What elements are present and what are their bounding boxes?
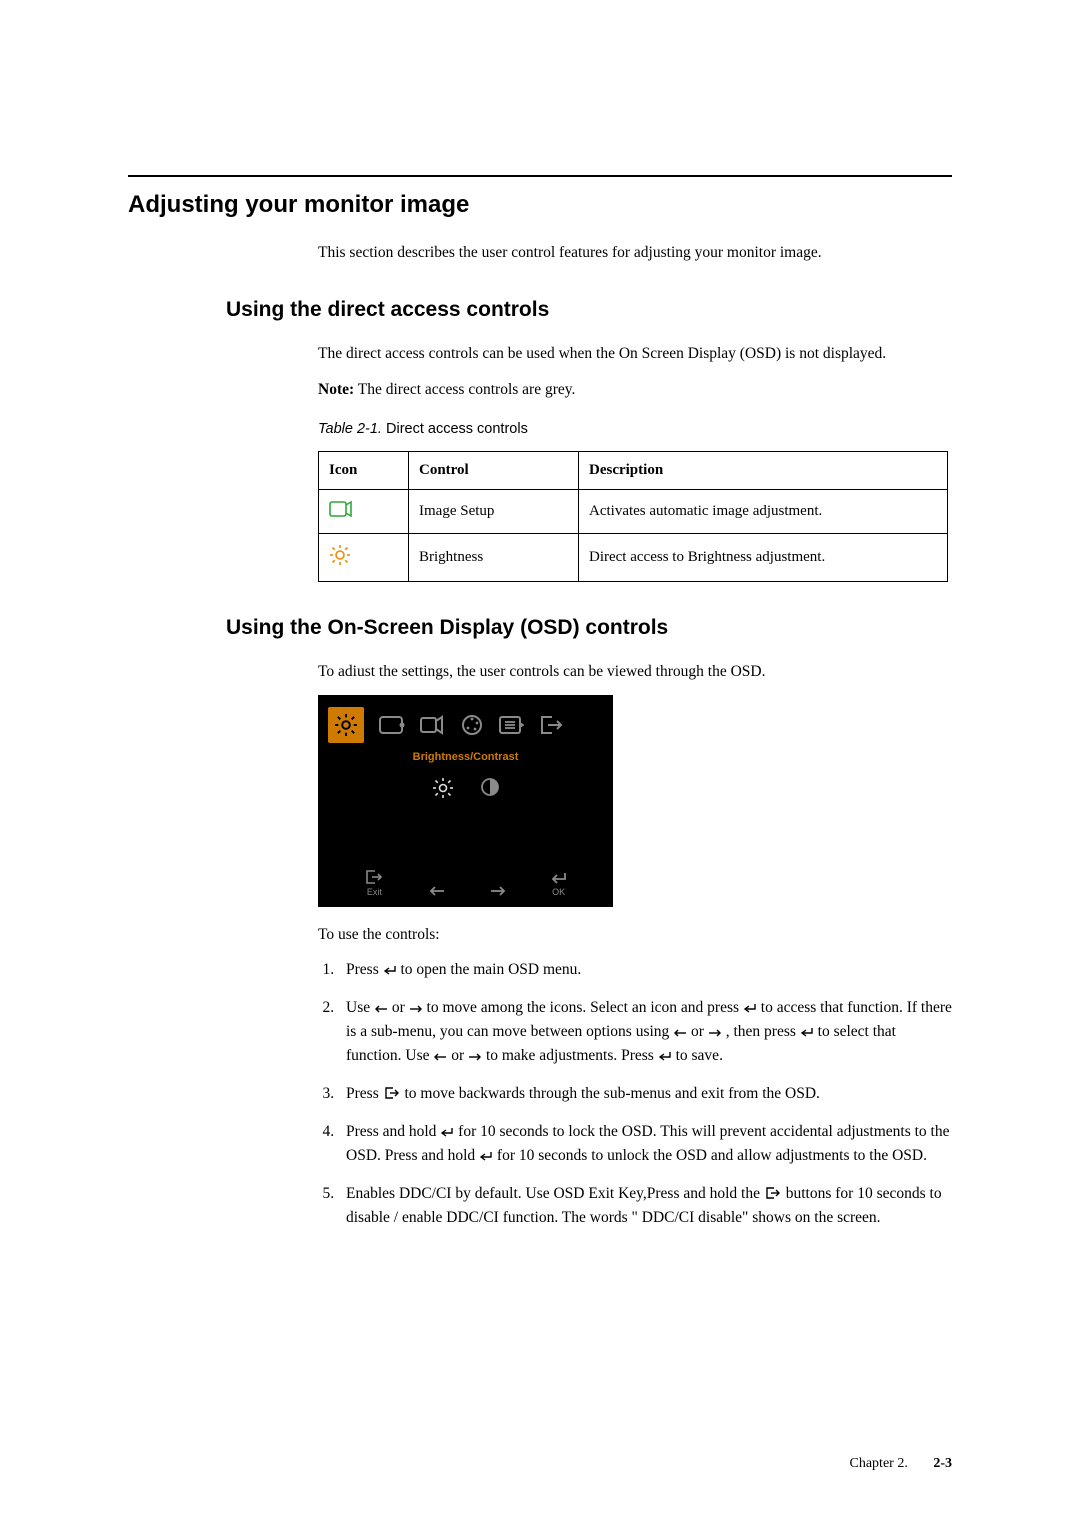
table-header-row: Icon Control Description: [319, 451, 948, 489]
exit-icon: [764, 1186, 782, 1200]
s2j: to save.: [672, 1047, 723, 1064]
td-desc: Activates automatic image adjustment.: [579, 489, 948, 533]
contrast-icon: [480, 777, 500, 797]
s2f: , then press: [722, 1023, 800, 1040]
osd-mid-icons: [318, 777, 613, 799]
step-3: Press to move backwards through the sub-…: [338, 1082, 952, 1106]
subsection-direct: Using the direct access controls: [226, 298, 952, 322]
th-description: Description: [579, 451, 948, 489]
arrow-right-icon: [468, 1052, 482, 1062]
icon-brightness: [319, 533, 409, 581]
direct-note: Note: The direct access controls are gre…: [318, 378, 952, 401]
caption-italic: Table 2-1.: [318, 421, 382, 437]
arrow-right-icon: [490, 885, 506, 897]
brightness-icon: [334, 713, 358, 737]
osd-ok: OK: [551, 871, 567, 897]
s3a: Press: [346, 1085, 383, 1102]
s5a: Enables DDC/CI by default. Use OSD Exit …: [346, 1185, 764, 1202]
osd-intro: To adiust the settings, the user control…: [318, 660, 952, 683]
footer-page: 2-3: [933, 1456, 952, 1471]
exit-icon: [538, 714, 564, 736]
s4a: Press and hold: [346, 1123, 440, 1140]
s2h: or: [447, 1047, 468, 1064]
note-text: The direct access controls are grey.: [354, 381, 575, 398]
s1b: to open the main OSD menu.: [397, 961, 582, 978]
enter-icon: [383, 964, 397, 976]
s2i: to make adjustments. Press: [482, 1047, 658, 1064]
th-icon: Icon: [319, 451, 409, 489]
s2a: Use: [346, 999, 374, 1016]
table-row: Brightness Direct access to Brightness a…: [319, 533, 948, 581]
icon-image-setup: [319, 489, 409, 533]
step-4: Press and hold for 10 seconds to lock th…: [338, 1120, 952, 1168]
section-title: Adjusting your monitor image: [128, 191, 952, 219]
caption-rest: Direct access controls: [382, 421, 528, 437]
arrow-left-icon: [429, 885, 445, 897]
steps-intro: To use the controls:: [318, 923, 952, 946]
options-icon: [498, 714, 524, 736]
intro-text: This section describes the user control …: [318, 241, 952, 264]
brightness-icon: [432, 777, 454, 799]
color-icon: [460, 713, 484, 737]
td-control: Image Setup: [409, 489, 579, 533]
td-control: Brightness: [409, 533, 579, 581]
step-2: Use or to move among the icons. Select a…: [338, 996, 952, 1068]
s4c: for 10 seconds to unlock the OSD and all…: [493, 1147, 927, 1164]
table-caption: Table 2-1. Direct access controls: [318, 421, 952, 437]
enter-icon: [440, 1126, 454, 1138]
enter-icon: [658, 1050, 672, 1062]
exit-icon: [383, 1086, 401, 1100]
enter-icon: [551, 871, 567, 885]
arrow-left-icon: [374, 1004, 388, 1014]
page-footer: Chapter 2. 2-3: [850, 1456, 953, 1472]
enter-icon: [743, 1002, 757, 1014]
arrow-left-icon: [433, 1052, 447, 1062]
position-icon: [378, 714, 406, 736]
s2b: or: [388, 999, 409, 1016]
table-row: Image Setup Activates automatic image ad…: [319, 489, 948, 533]
s3b: to move backwards through the sub-menus …: [401, 1085, 820, 1102]
note-label: Note:: [318, 381, 354, 398]
td-desc: Direct access to Brightness adjustment.: [579, 533, 948, 581]
osd-ok-label: OK: [552, 887, 565, 897]
osd-bottom-row: Exit OK: [318, 869, 613, 897]
arrow-left-icon: [673, 1028, 687, 1038]
brightness-icon: [329, 544, 351, 566]
osd-exit: Exit: [364, 869, 384, 897]
enter-icon: [800, 1026, 814, 1038]
footer-chapter: Chapter 2.: [850, 1456, 908, 1471]
s2e: or: [687, 1023, 708, 1040]
arrow-right-icon: [409, 1004, 423, 1014]
osd-label: Brightness/Contrast: [318, 751, 613, 763]
s1a: Press: [346, 961, 383, 978]
s2c: to move among the icons. Select an icon …: [423, 999, 743, 1016]
direct-p1: The direct access controls can be used w…: [318, 342, 952, 365]
step-5: Enables DDC/CI by default. Use OSD Exit …: [338, 1182, 952, 1230]
osd-top-icons: [318, 695, 613, 749]
section-rule: [128, 175, 952, 177]
direct-controls-table: Icon Control Description Image Setup Act…: [318, 451, 948, 582]
osd-panel: Brightness/Contrast: [318, 695, 613, 907]
osd-sel-brightness: [328, 707, 364, 743]
subsection-osd: Using the On-Screen Display (OSD) contro…: [226, 616, 952, 640]
image-setup-icon: [420, 715, 446, 735]
exit-icon: [364, 869, 384, 885]
arrow-right-icon: [708, 1028, 722, 1038]
steps-list: Press to open the main OSD menu. Use or …: [338, 958, 952, 1230]
step-1: Press to open the main OSD menu.: [338, 958, 952, 982]
image-setup-icon: [329, 500, 355, 518]
osd-exit-label: Exit: [367, 887, 382, 897]
th-control: Control: [409, 451, 579, 489]
enter-icon: [479, 1150, 493, 1162]
